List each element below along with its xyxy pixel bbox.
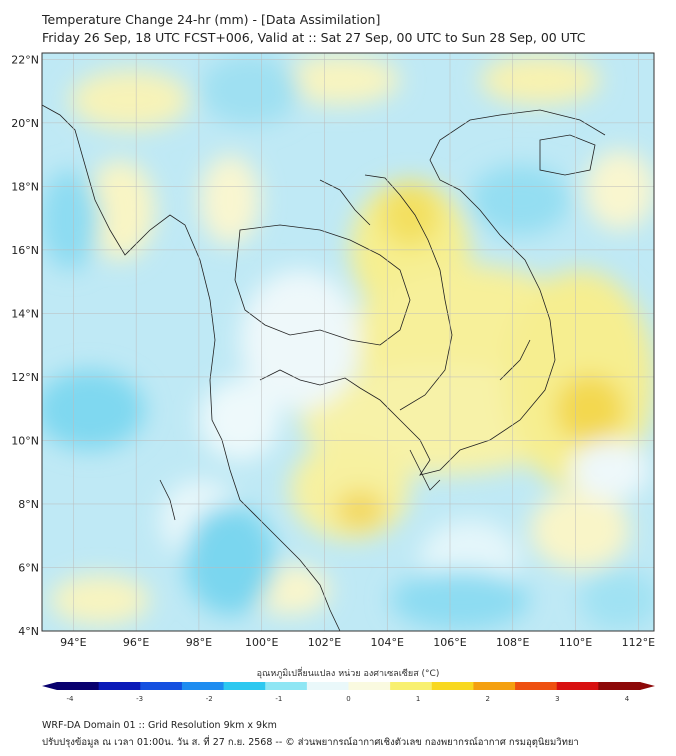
lon-tick-label: 110°E	[559, 636, 592, 649]
map-frame	[41, 52, 655, 632]
colorbar-tick-label: 1	[416, 695, 420, 703]
lat-tick-label: 22°N	[11, 53, 39, 66]
colorbar-swatch	[598, 682, 641, 690]
lon-tick-label: 104°E	[371, 636, 404, 649]
lat-tick-label: 20°N	[11, 117, 39, 130]
colorbar-swatch	[515, 682, 558, 690]
colorbar-swatch	[306, 682, 349, 690]
lat-tick-label: 12°N	[11, 371, 39, 384]
colorbar-tick-label: -1	[275, 695, 282, 703]
colorbar	[42, 682, 655, 690]
lat-tick-label: 18°N	[11, 180, 39, 193]
lon-tick-label: 106°E	[433, 636, 466, 649]
colorbar-tick-label: 2	[486, 695, 490, 703]
temperature-field	[42, 53, 654, 631]
footer-credit: ปรับปรุงข้อมูล ณ เวลา 01:00น. วัน ส. ที่…	[42, 737, 579, 748]
colorbar-tick-label: 0	[346, 695, 350, 703]
lon-tick-label: 100°E	[245, 636, 278, 649]
latitude-labels: 22°N 20°N 18°N 16°N 14°N 12°N 10°N 8°N 6°N 4°N	[11, 53, 39, 638]
lat-tick-label: 14°N	[11, 307, 39, 320]
map-subtitle: Friday 26 Sep, 18 UTC FCST+006, Valid at…	[42, 30, 586, 45]
lon-tick-label: 98°E	[186, 636, 212, 649]
colorbar-swatch	[98, 682, 141, 690]
colorbar-label: อุณหภูมิเปลี่ยนแปลง หน่วย องศาเซลเซียส (…	[257, 666, 440, 679]
map-title: Temperature Change 24-hr (mm) - [Data As…	[42, 12, 381, 27]
colorbar-tick-label: -4	[67, 695, 75, 703]
colorbar-swatch	[181, 682, 225, 690]
colorbar-swatch	[348, 682, 391, 690]
colorbar-tick-label: 3	[555, 695, 559, 703]
lon-tick-label: 96°E	[123, 636, 149, 649]
colorbar-tick-label: -3	[136, 695, 143, 703]
colorbar-swatch	[431, 682, 474, 690]
lon-tick-label: 94°E	[60, 636, 86, 649]
lat-tick-label: 8°N	[18, 498, 39, 511]
lat-tick-label: 6°N	[18, 561, 39, 574]
colorbar-tick-label: 4	[625, 695, 630, 703]
colorbar-swatch	[57, 682, 100, 690]
colorbar-max-arrow	[640, 682, 655, 690]
longitude-labels: 94°E 96°E 98°E 100°E 102°E 104°E 106°E 108°E 110…	[60, 636, 655, 649]
lon-tick-label: 112°E	[622, 636, 655, 649]
colorbar-swatch	[556, 682, 599, 690]
lat-tick-label: 4°N	[18, 625, 39, 638]
footer-resolution: WRF-DA Domain 01 :: Grid Resolution 9km …	[42, 720, 277, 731]
colorbar-min-arrow	[42, 682, 57, 690]
colorbar-swatch	[223, 682, 266, 690]
colorbar-ticks: -4 -3 -2 -1 0 1 2 3 4	[67, 695, 630, 703]
colorbar-tick-label: -2	[206, 695, 213, 703]
colorbar-swatch	[390, 682, 433, 690]
lat-tick-label: 16°N	[11, 244, 39, 257]
lon-tick-label: 108°E	[496, 636, 529, 649]
lat-tick-label: 10°N	[11, 434, 39, 447]
lon-tick-label: 102°E	[308, 636, 341, 649]
colorbar-swatch	[473, 682, 516, 690]
colorbar-swatch	[140, 682, 183, 690]
colorbar-swatch	[265, 682, 308, 690]
